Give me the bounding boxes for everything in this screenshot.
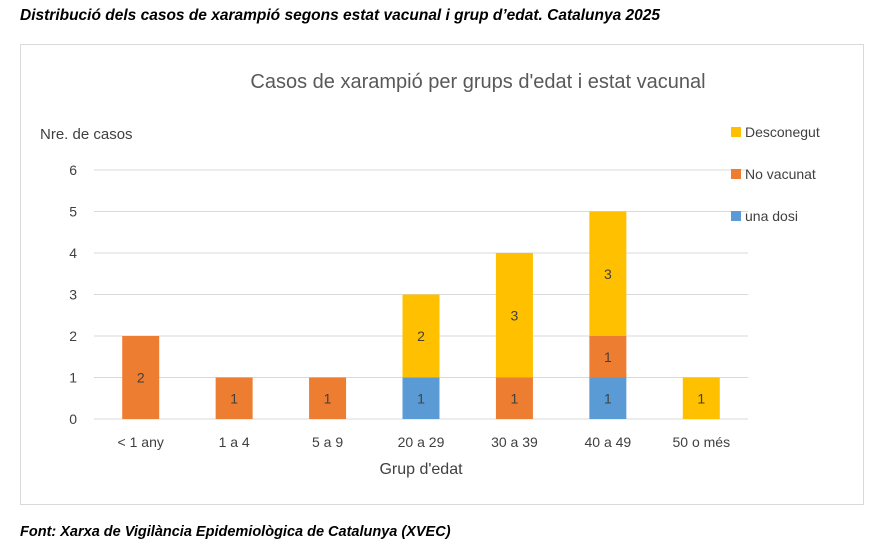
data-label: 2	[417, 328, 425, 344]
x-tick-label: 20 a 29	[398, 434, 445, 450]
data-label: 1	[604, 349, 612, 365]
y-tick-label: 5	[69, 204, 77, 220]
data-label: 2	[137, 370, 145, 386]
page-title: Distribució dels casos de xarampió segon…	[20, 7, 661, 24]
stacked-bar-chart: Casos de xarampió per grups d'edat i est…	[40, 71, 820, 478]
data-label: 1	[604, 390, 612, 406]
y-tick-label: 1	[69, 370, 77, 386]
y-tick-label: 4	[69, 245, 77, 261]
bar-segment	[495, 377, 533, 419]
bars	[122, 211, 720, 419]
legend: Desconegut No vacunat una dosi	[731, 124, 820, 224]
x-tick-label: 1 a 4	[219, 434, 250, 450]
chart-title: Casos de xarampió per grups d'edat i est…	[250, 71, 705, 93]
x-tick-label: 5 a 9	[312, 434, 343, 450]
data-label: 3	[604, 266, 612, 282]
bar-segment	[495, 253, 533, 378]
bar-segment	[122, 336, 160, 419]
data-label: 1	[511, 390, 519, 406]
data-label: 1	[697, 390, 705, 406]
bar-segment	[402, 377, 440, 419]
bar-segment	[215, 377, 253, 419]
y-tick-label: 0	[69, 411, 77, 427]
legend-label: Desconegut	[745, 124, 820, 140]
x-axis-ticks: < 1 any 1 a 4 5 a 9 20 a 29 30 a 39 40 a 49 50…	[118, 434, 731, 450]
legend-swatch	[731, 211, 741, 221]
bar-segment	[589, 377, 627, 419]
x-axis-label: Grup d'edat	[379, 461, 463, 478]
x-tick-label: 30 a 39	[491, 434, 538, 450]
data-label: 1	[417, 390, 425, 406]
legend-swatch	[731, 127, 741, 137]
data-label: 3	[511, 307, 519, 323]
x-tick-label: 40 a 49	[584, 434, 631, 450]
data-label: 1	[324, 390, 332, 406]
bar-segment	[402, 294, 440, 378]
y-tick-label: 3	[69, 287, 77, 303]
bar-segment	[589, 211, 627, 336]
legend-label: No vacunat	[745, 166, 816, 182]
x-tick-label: 50 o més	[672, 434, 730, 450]
bar-segment	[589, 336, 627, 378]
source-note: Font: Xarxa de Vigilància Epidemiològica…	[20, 524, 451, 540]
x-tick-label: < 1 any	[118, 434, 164, 450]
bar-segment	[309, 377, 347, 419]
bar-segment	[682, 377, 720, 419]
data-label: 1	[230, 390, 238, 406]
legend-label: una dosi	[745, 208, 798, 224]
y-axis-label: Nre. de casos	[40, 126, 133, 143]
y-tick-label: 2	[69, 328, 77, 344]
data-labels: 2 1 1 1 2 1 3 1 1 3 1	[137, 266, 706, 407]
y-tick-label: 6	[69, 162, 77, 178]
chart-container: Casos de xarampió per grups d'edat i est…	[20, 44, 864, 505]
legend-swatch	[731, 169, 741, 179]
y-axis-ticks: 0 1 2 3 4 5 6	[69, 162, 77, 427]
